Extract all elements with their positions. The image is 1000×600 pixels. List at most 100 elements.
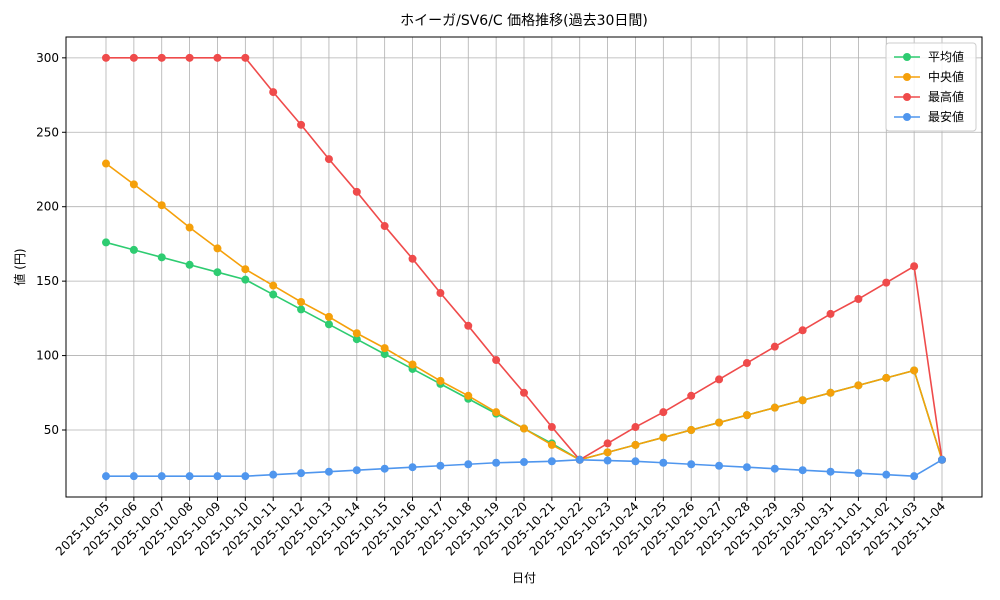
data-point — [297, 469, 306, 478]
data-point — [241, 53, 250, 62]
data-point — [129, 53, 138, 62]
data-point — [157, 53, 166, 62]
data-point — [380, 464, 389, 473]
data-point — [352, 335, 361, 344]
data-point — [269, 281, 278, 290]
data-point — [352, 466, 361, 475]
legend-label: 平均値 — [928, 49, 964, 64]
data-point — [269, 88, 278, 97]
data-point — [798, 466, 807, 475]
data-point — [715, 375, 724, 384]
data-point — [742, 359, 751, 368]
data-point — [687, 426, 696, 435]
data-point — [910, 366, 919, 375]
data-point — [324, 467, 333, 476]
data-point — [241, 275, 250, 284]
data-point — [659, 458, 668, 467]
data-point — [882, 373, 891, 382]
legend-box — [885, 42, 977, 132]
data-point — [129, 472, 138, 481]
data-point — [464, 391, 473, 400]
data-point — [269, 290, 278, 299]
data-point — [102, 53, 110, 62]
data-point — [464, 460, 473, 469]
data-point — [241, 265, 250, 274]
data-point — [687, 460, 696, 469]
data-point — [659, 408, 668, 417]
data-point — [102, 472, 110, 481]
data-point — [185, 472, 194, 481]
data-point — [213, 472, 222, 481]
data-point — [436, 461, 445, 470]
data-point — [826, 388, 835, 397]
legend-label: 最高値 — [928, 89, 964, 104]
data-point — [492, 356, 501, 365]
data-point — [798, 326, 807, 335]
y-tick-label: 150 — [36, 274, 59, 288]
data-point — [408, 360, 417, 369]
data-point — [520, 424, 528, 433]
data-point — [185, 223, 194, 232]
data-point — [102, 159, 110, 168]
data-point — [269, 470, 278, 479]
data-point — [603, 439, 612, 448]
data-point — [742, 411, 751, 420]
data-point — [436, 376, 445, 385]
data-point — [547, 423, 556, 432]
y-tick-label: 100 — [36, 349, 59, 363]
data-point — [408, 254, 417, 263]
data-point — [631, 440, 640, 449]
y-tick-label: 250 — [36, 125, 59, 139]
data-point — [631, 423, 640, 432]
data-point — [297, 305, 306, 314]
data-point — [436, 289, 445, 298]
data-point — [575, 455, 584, 464]
legend-marker — [903, 113, 911, 121]
y-tick-label: 200 — [36, 200, 59, 214]
data-point — [854, 381, 863, 390]
data-point — [882, 278, 891, 287]
data-point — [770, 403, 779, 412]
legend-marker — [903, 93, 911, 101]
data-point — [603, 456, 612, 465]
data-point — [910, 262, 919, 271]
data-point — [492, 458, 501, 467]
plot-frame — [65, 36, 983, 498]
data-point — [520, 388, 528, 397]
data-point — [464, 321, 473, 330]
data-point — [826, 467, 835, 476]
data-point — [324, 312, 333, 321]
data-point — [324, 320, 333, 329]
data-point — [213, 244, 222, 253]
legend-label: 最安値 — [928, 109, 964, 124]
data-point — [157, 201, 166, 210]
y-tick-label: 50 — [44, 423, 59, 437]
data-point — [659, 433, 668, 442]
legend-marker — [903, 73, 911, 81]
data-point — [213, 53, 222, 62]
data-point — [770, 342, 779, 351]
data-point — [520, 458, 528, 467]
data-point — [324, 155, 333, 164]
data-point — [854, 469, 863, 478]
data-point — [185, 53, 194, 62]
data-point — [938, 455, 946, 464]
data-point — [129, 180, 138, 189]
y-tick-label: 300 — [36, 51, 59, 65]
x-axis-label: 日付 — [512, 571, 536, 585]
data-point — [826, 309, 835, 318]
data-point — [157, 253, 166, 262]
data-point — [547, 440, 556, 449]
y-axis-label: 値 (円) — [12, 248, 27, 285]
data-point — [603, 448, 612, 457]
data-point — [185, 260, 194, 269]
data-point — [297, 120, 306, 129]
data-point — [854, 295, 863, 304]
data-point — [882, 470, 891, 479]
legend-label: 中央値 — [928, 69, 964, 84]
data-point — [213, 268, 222, 277]
data-point — [102, 238, 110, 247]
data-point — [631, 457, 640, 466]
data-point — [798, 396, 807, 405]
